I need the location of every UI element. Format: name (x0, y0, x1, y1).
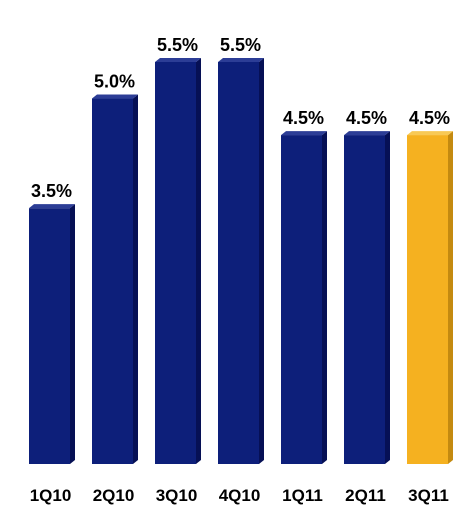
x-tick-label-4Q10: 4Q10 (219, 486, 261, 505)
bar-front-3Q11 (407, 135, 448, 464)
x-tick-label-1Q10: 1Q10 (30, 486, 72, 505)
data-label-3Q10: 5.5% (157, 35, 198, 55)
bar-top-2Q10 (92, 94, 138, 99)
bar-side-4Q10 (259, 58, 264, 464)
bar-side-2Q11 (385, 131, 390, 464)
bar-side-2Q10 (133, 94, 138, 464)
data-label-4Q10: 5.5% (220, 35, 261, 55)
data-label-2Q11: 4.5% (346, 108, 387, 128)
bar-4Q10 (218, 58, 264, 464)
bar-front-1Q10 (29, 208, 70, 464)
bar-front-1Q11 (281, 135, 322, 464)
bar-1Q10 (29, 204, 75, 464)
x-tick-label-3Q11: 3Q11 (408, 486, 449, 505)
bar-side-3Q10 (196, 58, 201, 464)
x-tick-label-1Q11: 1Q11 (282, 486, 323, 505)
bar-top-1Q10 (29, 204, 75, 209)
bar-3Q10 (155, 58, 201, 464)
bar-front-2Q11 (344, 135, 385, 464)
bar-front-2Q10 (92, 98, 133, 464)
bar-front-3Q10 (155, 62, 196, 464)
bar-top-1Q11 (281, 131, 327, 136)
bar-top-3Q11 (407, 131, 453, 136)
bar-side-1Q10 (70, 204, 75, 464)
bar-side-1Q11 (322, 131, 327, 464)
bar-top-4Q10 (218, 58, 264, 62)
bar-2Q10 (92, 94, 138, 464)
data-label-3Q11: 4.5% (409, 108, 450, 128)
data-label-1Q11: 4.5% (283, 108, 324, 128)
bar-front-4Q10 (218, 62, 259, 464)
x-axis-tick-labels: 1Q10 2Q10 3Q10 4Q10 1Q11 2Q11 3Q11 (30, 486, 449, 505)
bar-top-2Q11 (344, 131, 390, 136)
x-tick-label-2Q11: 2Q11 (345, 486, 386, 505)
data-label-1Q10: 3.5% (31, 181, 72, 201)
data-label-2Q10: 5.0% (94, 72, 135, 92)
bar-3Q11 (407, 131, 453, 464)
bar-1Q11 (281, 131, 327, 464)
x-tick-label-2Q10: 2Q10 (93, 486, 135, 505)
bars-layer (29, 58, 453, 464)
value-labels-layer: 3.5% 5.0% 5.5% 5.5% 4.5% 4.5% 4.5% (31, 35, 450, 201)
bar-side-3Q11 (448, 131, 453, 464)
bar-top-3Q10 (155, 58, 201, 62)
x-tick-label-3Q10: 3Q10 (156, 486, 198, 505)
bar-2Q11 (344, 131, 390, 464)
